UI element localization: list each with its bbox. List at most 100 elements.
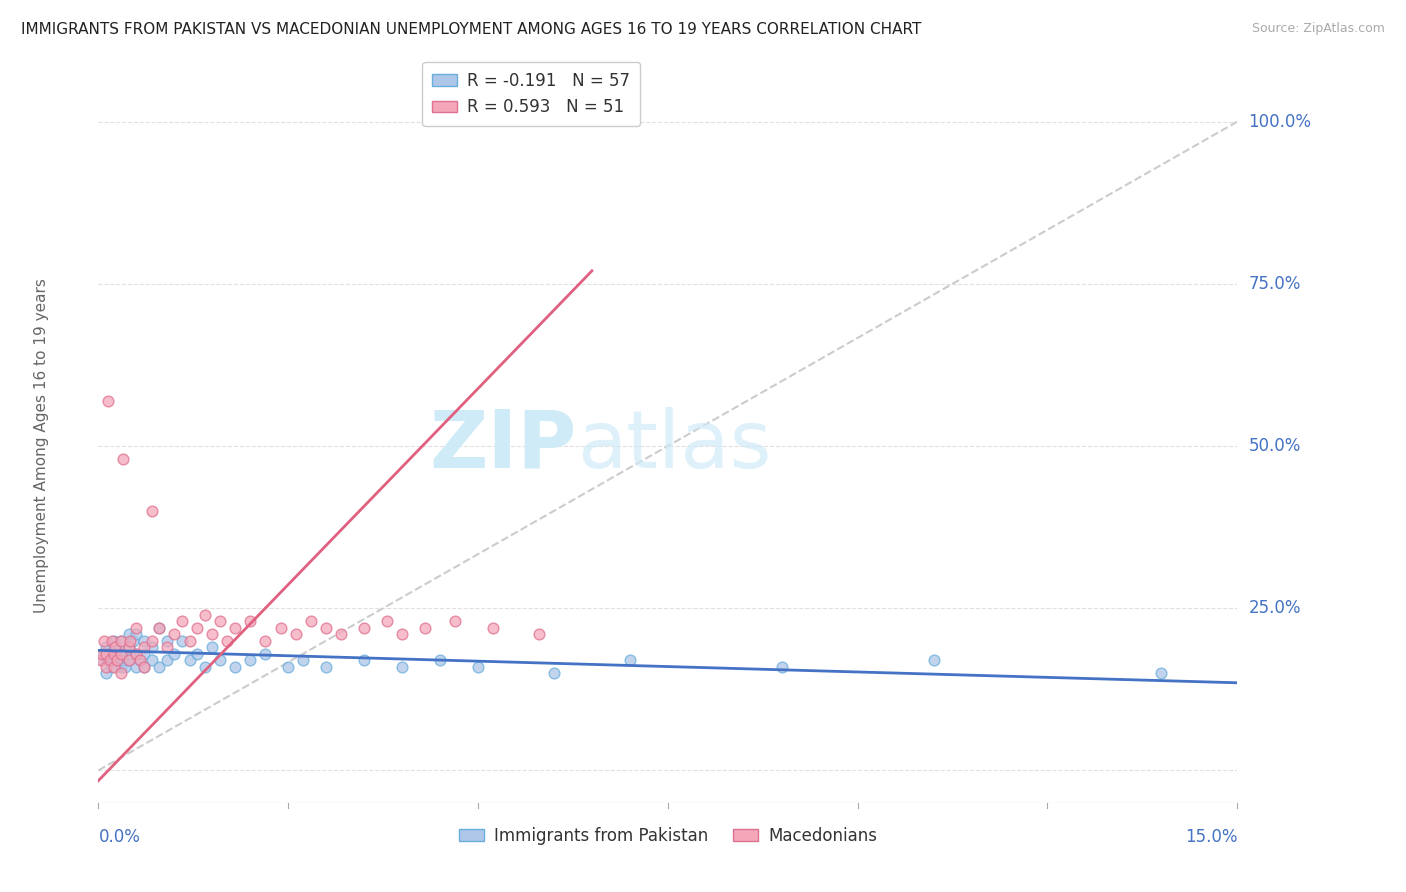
Point (103, 647, 125, 661)
Point (391, 627, 413, 641)
Point (91, 653, 114, 667)
Point (527, 627, 550, 641)
Point (132, 659, 155, 673)
Point (96, 393, 118, 408)
Point (375, 614, 398, 628)
Point (444, 614, 467, 628)
Point (217, 633, 239, 648)
Point (118, 653, 141, 667)
Point (110, 647, 132, 661)
Point (125, 621, 148, 635)
Point (98, 653, 121, 667)
Legend: Immigrants from Pakistan, Macedonians: Immigrants from Pakistan, Macedonians (453, 821, 883, 852)
Point (224, 659, 246, 673)
Point (413, 621, 436, 635)
Point (239, 653, 262, 667)
Point (156, 633, 179, 648)
Point (104, 640, 127, 654)
Point (129, 653, 152, 667)
Point (208, 614, 231, 628)
Point (107, 653, 129, 667)
Point (186, 647, 208, 661)
Point (103, 633, 125, 648)
Point (118, 640, 141, 654)
Point (111, 452, 134, 467)
Point (125, 647, 148, 661)
Point (254, 633, 277, 648)
Point (132, 633, 155, 648)
Point (103, 640, 125, 654)
Point (103, 653, 125, 667)
Point (110, 647, 132, 661)
Point (429, 653, 451, 667)
Point (315, 621, 337, 635)
Point (96, 653, 118, 667)
Point (179, 633, 201, 648)
Point (284, 627, 307, 641)
Point (482, 621, 505, 635)
Point (118, 653, 141, 667)
Point (194, 659, 217, 673)
Point (170, 614, 193, 628)
Text: atlas: atlas (576, 407, 770, 485)
Point (129, 653, 152, 667)
Point (125, 659, 148, 673)
Point (299, 614, 322, 628)
Point (148, 659, 170, 673)
Point (93, 633, 115, 648)
Point (619, 653, 641, 667)
Point (353, 621, 375, 635)
Text: Unemployment Among Ages 16 to 19 years: Unemployment Among Ages 16 to 19 years (34, 278, 49, 614)
Point (770, 659, 793, 673)
Point (110, 666, 132, 681)
Point (270, 621, 292, 635)
Text: 75.0%: 75.0% (1249, 275, 1301, 293)
Point (114, 659, 136, 673)
Point (170, 633, 193, 648)
Text: Source: ZipAtlas.com: Source: ZipAtlas.com (1251, 22, 1385, 36)
Point (132, 640, 155, 654)
Point (224, 621, 246, 635)
Point (141, 653, 163, 667)
Point (156, 653, 179, 667)
Point (194, 607, 217, 622)
Point (94, 640, 117, 654)
Text: 50.0%: 50.0% (1249, 437, 1301, 455)
Point (94, 647, 117, 661)
Point (101, 659, 124, 673)
Point (163, 627, 186, 641)
Text: ZIP: ZIP (429, 407, 576, 485)
Point (315, 659, 337, 673)
Point (391, 659, 413, 673)
Point (101, 633, 124, 648)
Point (163, 647, 186, 661)
Point (179, 653, 201, 667)
Text: 25.0%: 25.0% (1249, 599, 1301, 617)
Point (121, 633, 143, 648)
Text: 15.0%: 15.0% (1185, 828, 1237, 846)
Point (330, 627, 353, 641)
Point (107, 653, 129, 667)
Point (277, 659, 299, 673)
Point (353, 653, 375, 667)
Point (94, 666, 117, 681)
Point (141, 633, 163, 648)
Point (125, 627, 148, 641)
Point (148, 621, 170, 635)
Point (132, 647, 155, 661)
Text: 0.0%: 0.0% (98, 828, 141, 846)
Point (94, 659, 117, 673)
Point (110, 633, 132, 648)
Text: IMMIGRANTS FROM PAKISTAN VS MACEDONIAN UNEMPLOYMENT AMONG AGES 16 TO 19 YEARS CO: IMMIGRANTS FROM PAKISTAN VS MACEDONIAN U… (21, 22, 921, 37)
Point (103, 659, 125, 673)
Point (922, 653, 945, 667)
Point (1150, 666, 1173, 681)
Point (254, 647, 277, 661)
Point (91, 647, 114, 661)
Point (120, 633, 142, 648)
Point (90, 653, 112, 667)
Point (201, 640, 224, 654)
Point (132, 659, 155, 673)
Point (118, 627, 141, 641)
Point (141, 640, 163, 654)
